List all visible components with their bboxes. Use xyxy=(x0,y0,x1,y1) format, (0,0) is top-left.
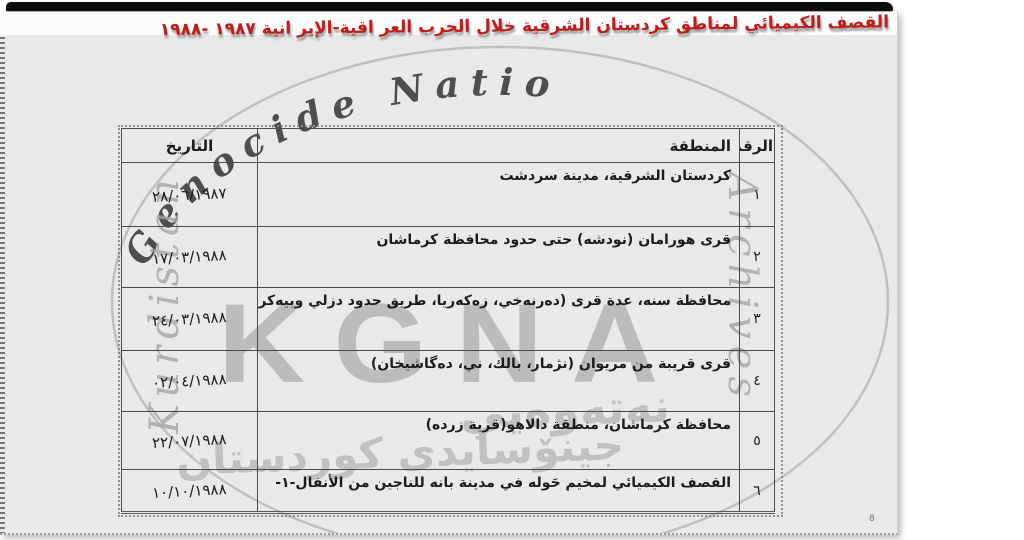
header-number: الرقم xyxy=(739,128,775,163)
table-row: ٢ قرى هورامان (نودشه) حتى حدود محافظة كر… xyxy=(121,226,775,288)
row-number: ٣ xyxy=(739,287,775,351)
page-number-mark: 8 xyxy=(869,514,875,524)
row-date: ٢٨/٠٦/١٩٨٧ xyxy=(121,162,258,227)
row-date: ٢٤/٠٣/١٩٨٨ xyxy=(121,287,258,351)
row-date: ١٧/٠٣/١٩٨٨ xyxy=(121,226,258,288)
table-frame: الرقم المنطقة التاريخ ١ كردستان الشرقية،… xyxy=(118,125,783,517)
row-region: قرى هورامان (نودشه) حتى حدود محافظة كرما… xyxy=(257,226,740,288)
header-region: المنطقة xyxy=(257,128,740,163)
row-region: محافظة سنه، عدة قرى (ده‌رنه‌خي، زه‌كه‌ري… xyxy=(257,287,740,351)
table-row: ٦ القصف الكيميائي لمخيم حَوله في مدينة ب… xyxy=(121,469,775,514)
row-region: قرى قريبة من مريوان (نژمار، بالك، ني، ده… xyxy=(257,350,740,412)
scanned-document-page: Genocide Natio Kurdistan Archives KGNA ن… xyxy=(0,12,898,535)
title-band xyxy=(0,12,897,35)
row-number: ٤ xyxy=(739,350,775,412)
table-header-row: الرقم المنطقة التاريخ xyxy=(121,128,775,163)
table-row: ٥ محافظة كرماشان، منطقة دالاهو(قرية زرده… xyxy=(121,411,775,470)
table-row: ٤ قرى قريبة من مريوان (نژمار، بالك، ني، … xyxy=(121,350,775,412)
row-region: كردستان الشرقية، مدينة سردشت xyxy=(257,162,740,227)
table-row: ١ كردستان الشرقية، مدينة سردشت ٢٨/٠٦/١٩٨… xyxy=(121,162,775,227)
row-number: ١ xyxy=(739,162,775,227)
row-region: محافظة كرماشان، منطقة دالاهو(قرية زرده) xyxy=(257,411,740,470)
row-date-value: ١٧/٠٣/١٩٨٨ xyxy=(151,246,228,268)
row-date-value: ٢٨/٠٦/١٩٨٧ xyxy=(151,183,228,206)
scan-top-border xyxy=(6,2,893,11)
row-date: ٠٢/٠٤/١٩٨٨ xyxy=(121,350,258,412)
row-date-value: ١٠/١٠/١٩٨٨ xyxy=(151,479,228,502)
row-date-value: ٢٢/٠٧/١٩٨٨ xyxy=(151,429,228,452)
row-date: ١٠/١٠/١٩٨٨ xyxy=(121,469,258,514)
row-number: ٥ xyxy=(739,411,775,470)
row-date-value: ٠٢/٠٤/١٩٨٨ xyxy=(151,370,228,392)
row-number: ٦ xyxy=(739,469,775,514)
row-number: ٢ xyxy=(739,226,775,288)
bombardment-table: الرقم المنطقة التاريخ ١ كردستان الشرقية،… xyxy=(121,128,775,514)
table-row: ٣ محافظة سنه، عدة قرى (ده‌رنه‌خي، زه‌كه‌… xyxy=(121,287,775,351)
header-date: التاريخ xyxy=(121,128,258,163)
row-region: القصف الكيميائي لمخيم حَوله في مدينة بان… xyxy=(257,469,740,514)
row-date-value: ٢٤/٠٣/١٩٨٨ xyxy=(151,308,228,330)
row-date: ٢٢/٠٧/١٩٨٨ xyxy=(121,411,258,470)
